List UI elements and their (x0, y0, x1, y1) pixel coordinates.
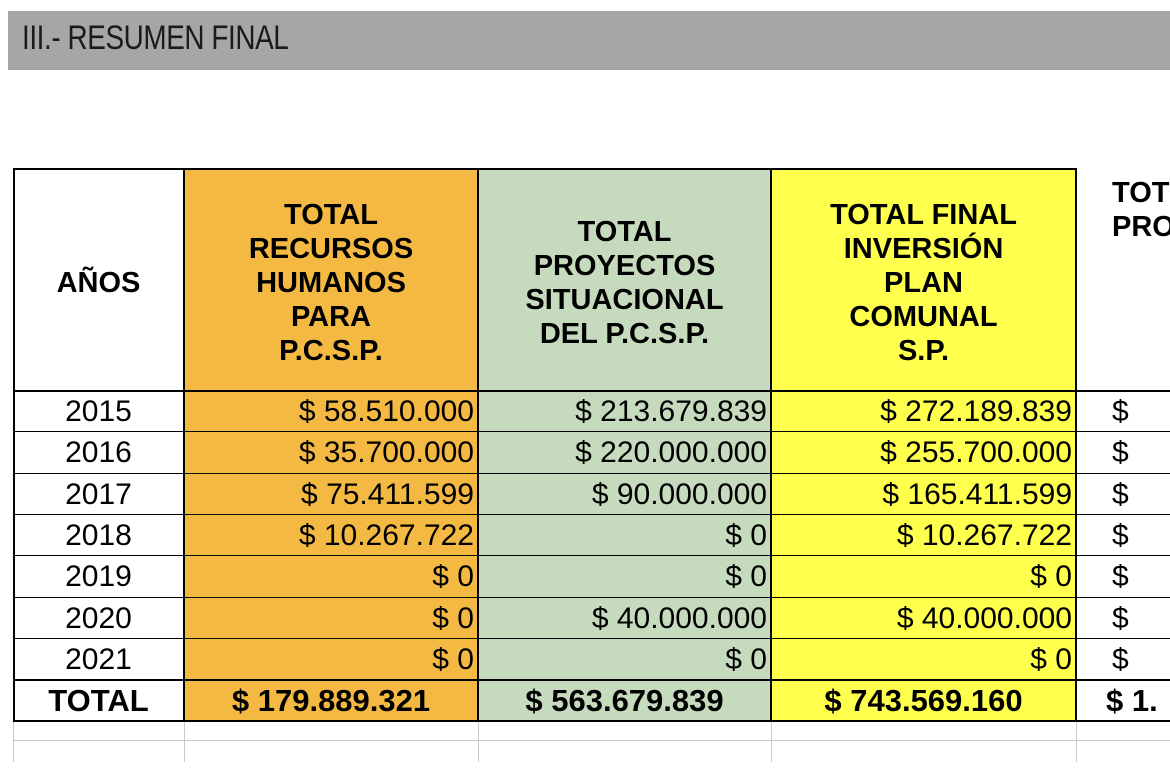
table-border-horizontal (13, 168, 1076, 170)
amount-cell: $ (1076, 432, 1170, 474)
column-final: TOTAL FINAL INVERSIÓN PLAN COMUNAL S.P. $ 272… (771, 168, 1076, 723)
header-line: AÑOS (56, 266, 141, 299)
amount-cell: $ 58.510.000 (184, 391, 478, 432)
column-anos: AÑOS 2015 2016 2017 2018 2019 2020 2021 TOTAL (13, 168, 184, 723)
amount-cell: $ 0 (771, 556, 1076, 598)
header-line: COMUNAL (849, 300, 998, 333)
row-border (13, 597, 1170, 598)
header-line: TOTAL (284, 198, 378, 231)
year-cell: 2019 (13, 556, 184, 598)
header-line: PARA (290, 300, 372, 333)
amount-cell: $ 0 (478, 514, 771, 556)
header-line: TOT (1112, 177, 1170, 209)
total-label: TOTAL (13, 680, 184, 723)
table-border-horizontal (13, 679, 1170, 681)
grid-line (478, 722, 479, 763)
table-border-horizontal (13, 720, 1170, 722)
year-cell: 2020 (13, 597, 184, 639)
amount-cell: $ 0 (184, 556, 478, 598)
amount-cell: $ (1076, 638, 1170, 680)
amount-cell: $ 40.000.000 (771, 597, 1076, 639)
header-partial: TOT PRO (1076, 168, 1170, 391)
header-line: PROYECTOS (533, 249, 716, 282)
amount-cell: $ 0 (478, 556, 771, 598)
header-rrhh: TOTAL RECURSOS HUMANOS PARA P.C.S.P. (184, 168, 478, 391)
column-partial: TOT PRO $ $ $ $ $ $ $ $ 1. (1076, 168, 1170, 723)
header-line: PLAN (884, 266, 963, 299)
column-proyectos: TOTAL PROYECTOS SITUACIONAL DEL P.C.S.P. $ 2… (478, 168, 771, 723)
header-line: S.P. (897, 334, 950, 367)
total-partial: $ 1. (1076, 680, 1170, 723)
year-cell: 2015 (13, 391, 184, 432)
header-final: TOTAL FINAL INVERSIÓN PLAN COMUNAL S.P. (771, 168, 1076, 391)
header-line: INVERSIÓN (843, 232, 1004, 265)
grid-line (1076, 722, 1077, 763)
header-line: SITUACIONAL (525, 283, 724, 316)
amount-cell: $ 10.267.722 (184, 514, 478, 556)
amount-cell: $ 220.000.000 (478, 432, 771, 474)
summary-table: AÑOS 2015 2016 2017 2018 2019 2020 2021 TOTAL TOT… (13, 168, 1170, 782)
section-header-bar (8, 11, 1170, 70)
amount-cell: $ (1076, 597, 1170, 639)
table-border-vertical (1075, 168, 1077, 723)
total-final: $ 743.569.160 (771, 680, 1076, 723)
amount-cell: $ 213.679.839 (478, 391, 771, 432)
header-anos: AÑOS (13, 168, 184, 391)
header-line: HUMANOS (256, 266, 406, 299)
grid-line (13, 722, 14, 763)
row-border (13, 431, 1170, 432)
table-border-horizontal (13, 390, 1170, 392)
amount-cell: $ 0 (184, 597, 478, 639)
amount-cell: $ (1076, 556, 1170, 598)
header-line: DEL P.C.S.P. (539, 317, 710, 350)
amount-cell: $ 75.411.599 (184, 473, 478, 515)
amount-cell: $ 272.189.839 (771, 391, 1076, 432)
header-line: TOTAL (577, 215, 672, 248)
year-cell: 2016 (13, 432, 184, 474)
amount-cell: $ 90.000.000 (478, 473, 771, 515)
amount-cell: $ 165.411.599 (771, 473, 1076, 515)
amount-cell: $ 255.700.000 (771, 432, 1076, 474)
header-line: TOTAL FINAL (830, 198, 1017, 231)
row-border (13, 638, 1170, 639)
amount-cell: $ (1076, 473, 1170, 515)
amount-cell: $ 0 (771, 638, 1076, 680)
amount-cell: $ 0 (478, 638, 771, 680)
grid-line (13, 740, 1170, 742)
grid-line (771, 722, 772, 763)
table-border-vertical (770, 168, 772, 723)
total-proyectos: $ 563.679.839 (478, 680, 771, 723)
amount-cell: $ 10.267.722 (771, 514, 1076, 556)
amount-cell: $ 0 (184, 638, 478, 680)
header-line: PRO (1112, 211, 1170, 243)
year-cell: 2017 (13, 473, 184, 515)
row-border (13, 555, 1170, 556)
row-border (13, 473, 1170, 474)
table-border-vertical (13, 168, 15, 723)
section-title: III.- RESUMEN FINAL (22, 19, 289, 57)
header-proyectos: TOTAL PROYECTOS SITUACIONAL DEL P.C.S.P. (478, 168, 771, 391)
year-cell: 2018 (13, 514, 184, 556)
table-border-vertical (183, 168, 185, 723)
header-line: P.C.S.P. (279, 334, 383, 367)
table-border-vertical (477, 168, 479, 723)
amount-cell: $ 35.700.000 (184, 432, 478, 474)
amount-cell: $ 40.000.000 (478, 597, 771, 639)
amount-cell: $ (1076, 391, 1170, 432)
amount-cell: $ (1076, 514, 1170, 556)
row-border (13, 514, 1170, 515)
year-cell: 2021 (13, 638, 184, 680)
header-line: RECURSOS (248, 232, 414, 265)
column-rrhh: TOTAL RECURSOS HUMANOS PARA P.C.S.P. $ 58.510… (184, 168, 478, 723)
total-rrhh: $ 179.889.321 (184, 680, 478, 723)
grid-line (184, 722, 185, 763)
